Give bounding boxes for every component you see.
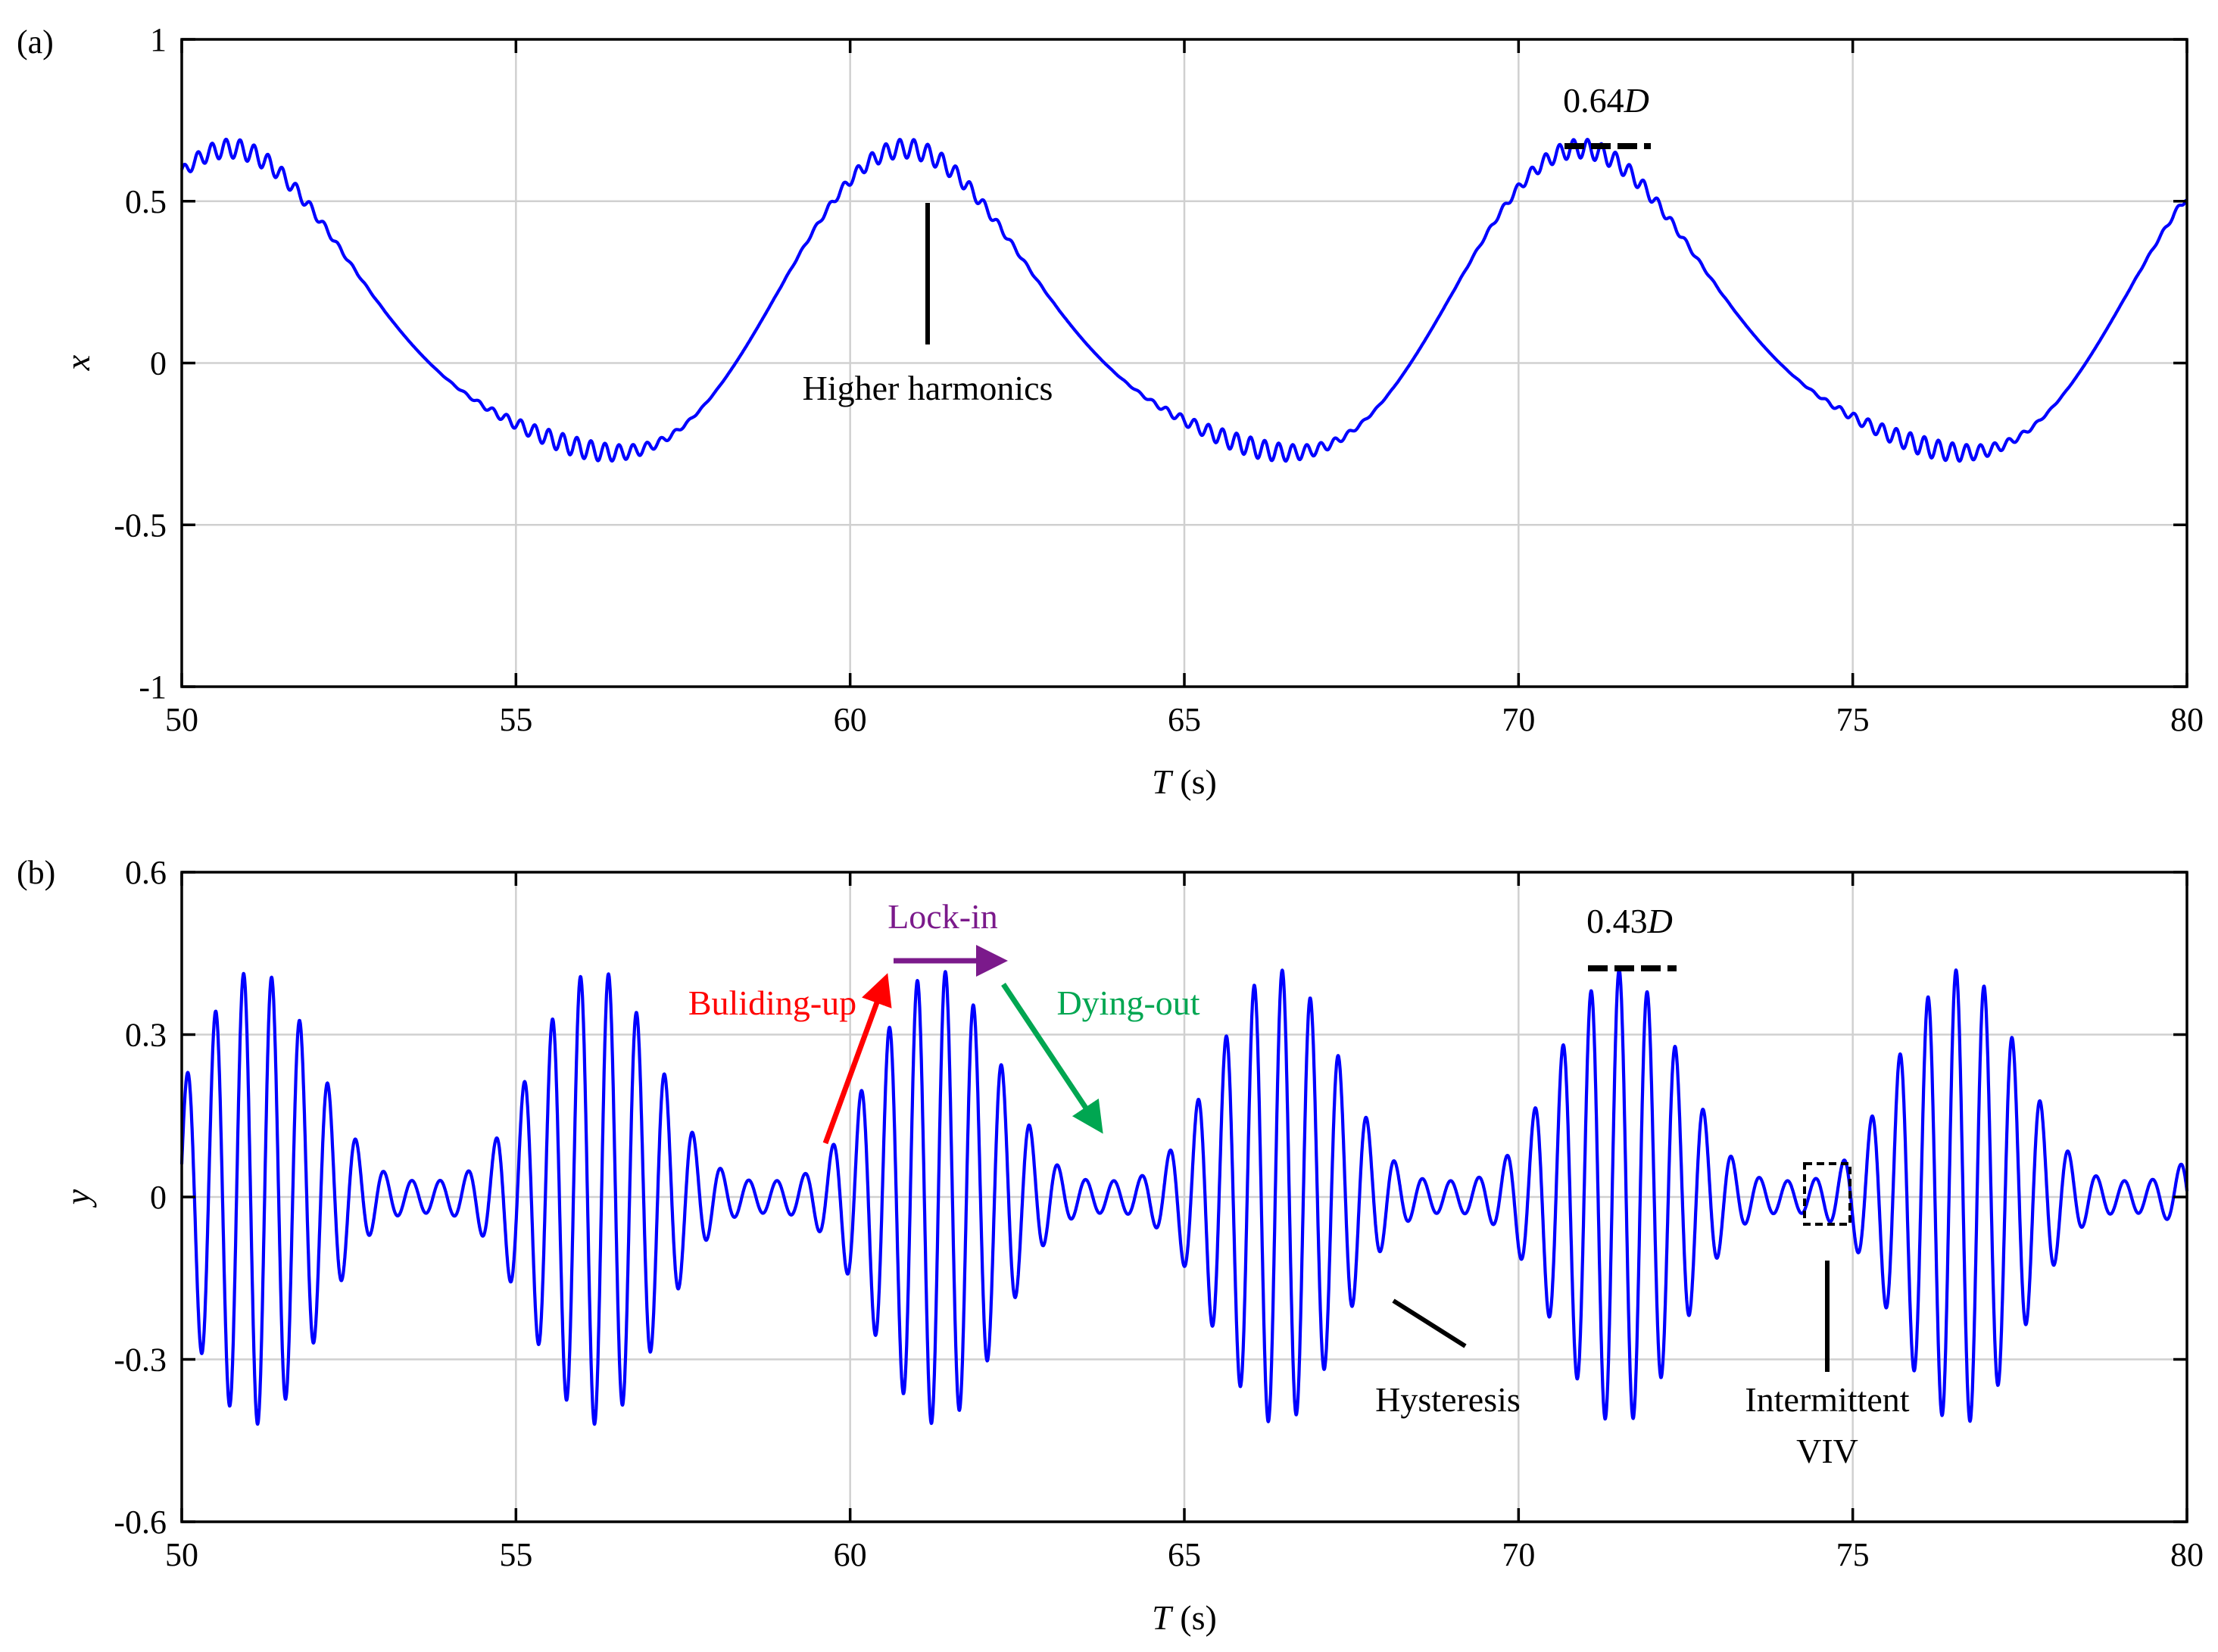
panel-a-plot: (a) 50 55 60 65 70 75 80 -1 -0.5 0 0.5 1 T (s) x Hi… xyxy=(17,21,2204,801)
panel-b-xtick-label: 65 xyxy=(1168,1536,1201,1573)
panel-a-xtick-label: 60 xyxy=(834,701,867,738)
panel-b-grid xyxy=(182,872,2187,1522)
panel-a-ytick-label: 1 xyxy=(150,21,167,58)
peak-value-b-label: 0.43D xyxy=(1586,902,1673,940)
panel-b-ytick-label: -0.3 xyxy=(114,1342,167,1379)
panel-b-ytick-label: 0.6 xyxy=(125,854,167,891)
panel-a-xtick-label: 75 xyxy=(1836,701,1870,738)
panel-a-xlabel: T (s) xyxy=(1152,762,1217,801)
panel-b-annotations: Lock-in Buliding-up Dying-out Hysteresis… xyxy=(688,897,1910,1470)
panel-a-xtick-label: 50 xyxy=(165,701,198,738)
panel-a-xtick-label: 80 xyxy=(2170,701,2204,738)
panel-a-series-line xyxy=(180,137,2188,463)
higher-harmonics-label: Higher harmonics xyxy=(803,369,1053,407)
panel-b-xtick-label: 50 xyxy=(165,1536,198,1573)
viv-label: VIV xyxy=(1796,1432,1858,1470)
panel-b-ytick-label: -0.6 xyxy=(114,1504,167,1541)
panel-b-ytick-label: 0 xyxy=(150,1179,167,1216)
panel-b-ytick-label: 0.3 xyxy=(125,1017,167,1054)
building-up-label: Buliding-up xyxy=(688,983,856,1022)
panel-a-grid xyxy=(182,39,2187,687)
panel-b-xtick-label: 60 xyxy=(834,1536,867,1573)
panel-b-ticks: 50 55 60 65 70 75 80 -0.6 -0.3 0 0.3 0.6 xyxy=(114,854,2204,1573)
panel-a-xtick-label: 55 xyxy=(499,701,532,738)
panel-a-ytick-label: 0.5 xyxy=(125,183,167,220)
panel-b-label: (b) xyxy=(17,854,55,891)
panel-a-xtick-label: 65 xyxy=(1168,701,1201,738)
intermittent-label: Intermittent xyxy=(1745,1380,1909,1419)
panel-a-ytick-label: 0 xyxy=(150,345,167,382)
panel-a-ytick-label: -0.5 xyxy=(114,507,167,544)
dying-out-arrow xyxy=(1001,983,1103,1134)
panel-a-ytick-label: -1 xyxy=(139,669,167,706)
dying-out-label: Dying-out xyxy=(1056,983,1199,1022)
hysteresis-label: Hysteresis xyxy=(1375,1380,1521,1419)
panel-b-ylabel: y xyxy=(58,1189,97,1208)
lock-in-label: Lock-in xyxy=(888,897,998,936)
panel-b-xtick-label: 55 xyxy=(499,1536,532,1573)
panel-b-xtick-label: 70 xyxy=(1502,1536,1535,1573)
panel-a-label: (a) xyxy=(17,23,54,61)
panel-b-xtick-label: 75 xyxy=(1836,1536,1870,1573)
panel-a-ylabel: x xyxy=(58,354,97,371)
panel-b-plot: (b) 50 55 60 65 70 75 80-0.6-0.300.30.6 T (s) … xyxy=(17,854,2204,1637)
panel-b-xtick-label: 80 xyxy=(2170,1536,2204,1573)
panel-a-xtick-label: 70 xyxy=(1502,701,1535,738)
panel-b-xlabel: T (s) xyxy=(1152,1598,1217,1637)
hysteresis-pointer xyxy=(1392,1298,1467,1348)
peak-value-a-label: 0.64D xyxy=(1563,81,1649,120)
intermittent-viv-box xyxy=(1803,1162,1851,1226)
building-up-arrow xyxy=(822,973,892,1145)
panel-a-annotations: Higher harmonics 0.64D xyxy=(803,81,1651,407)
panel-b-series-line xyxy=(179,968,2189,1426)
panel-a-ticks: 50 55 60 65 70 75 80 -1 -0.5 0 0.5 1 xyxy=(114,21,2204,738)
